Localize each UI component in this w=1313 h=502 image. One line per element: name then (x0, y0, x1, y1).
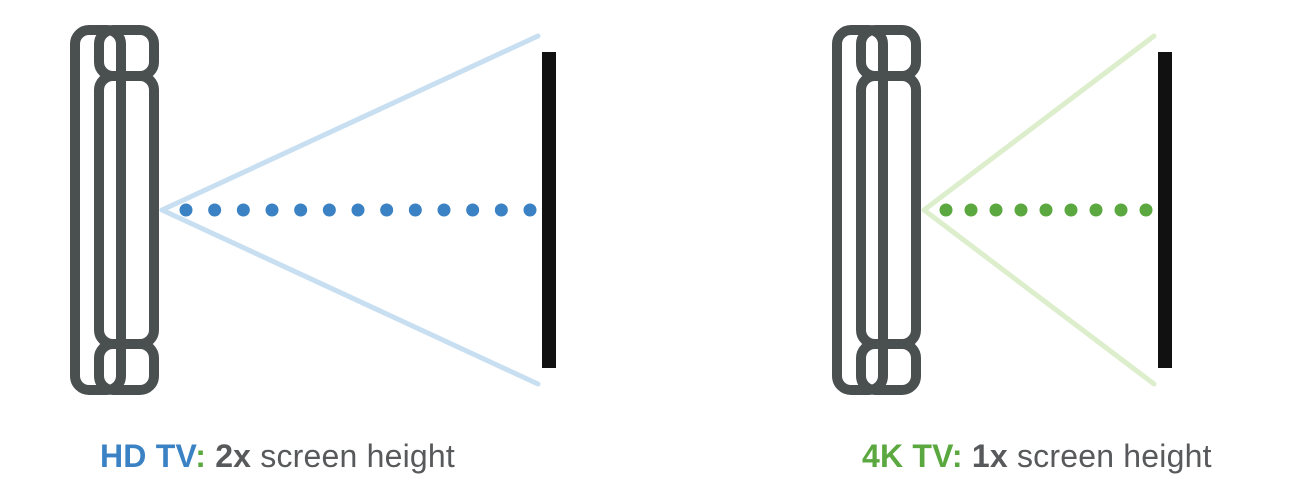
hd-brand-label: HD TV (100, 438, 195, 474)
fourk-caption: 4K TV: 1x screen height (862, 438, 1212, 475)
hd-colon: : (195, 438, 206, 474)
fourk-colon: : (952, 438, 963, 474)
fourk-brand-label: 4K TV (862, 438, 952, 474)
diagram-svg (0, 0, 1313, 502)
hd-caption: HD TV: 2x screen height (100, 438, 455, 475)
fourk-suffix: screen height (1017, 438, 1212, 474)
hd-suffix: screen height (260, 438, 455, 474)
hd-multiplier: 2x (215, 438, 251, 474)
infographic-canvas: HD TV: 2x screen height 4K TV: 1x screen… (0, 0, 1313, 502)
fourk-multiplier: 1x (972, 438, 1008, 474)
